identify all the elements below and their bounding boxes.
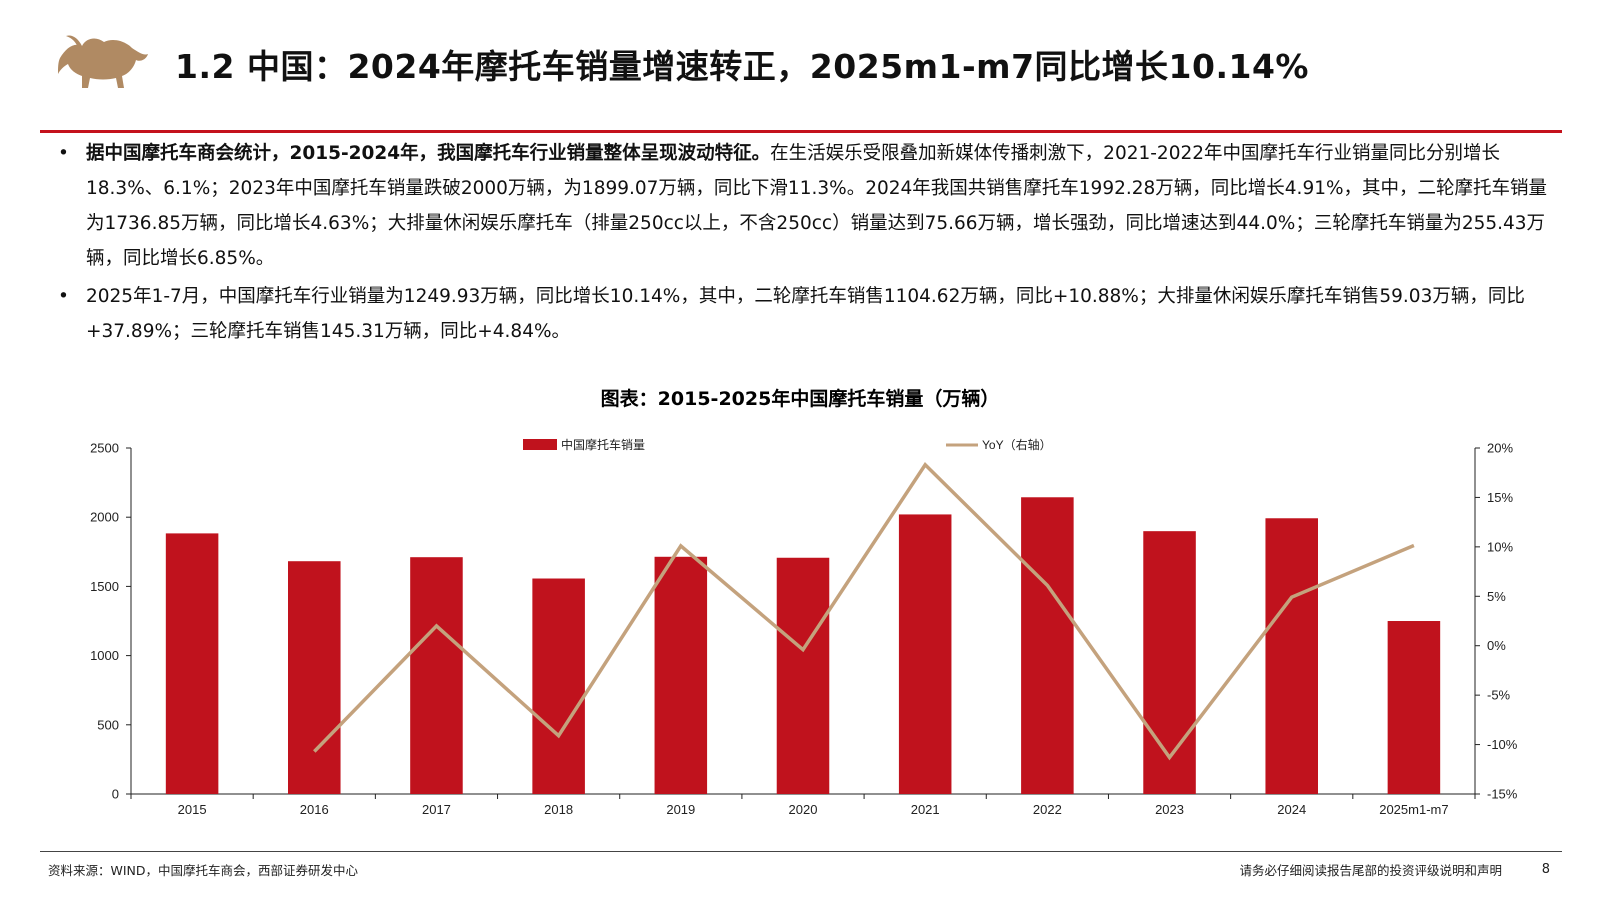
legend-label-line: YoY（右轴） (982, 437, 1052, 452)
bullet-dot: • (58, 143, 69, 164)
bar (532, 578, 585, 794)
legend-label-bar: 中国摩托车销量 (561, 437, 645, 452)
y-tick-label-right: -15% (1487, 787, 1518, 802)
bar (1021, 497, 1074, 794)
y-tick-label-left: 1500 (90, 579, 119, 594)
y-tick-label-left: 2000 (90, 510, 119, 525)
page-number: 8 (1541, 862, 1550, 877)
x-tick-label: 2023 (1155, 802, 1184, 817)
bar (898, 514, 952, 794)
yoy-line (313, 462, 1415, 761)
bar (410, 557, 463, 794)
x-tick-label: 2018 (544, 802, 573, 817)
bullet-text: 2025年1-7月，中国摩托车行业销量为1249.93万辆，同比增长10.14%… (86, 286, 1525, 342)
y-tick-label-right: -5% (1487, 688, 1511, 703)
chart-title: 图表：2015-2025年中国摩托车销量（万辆） (600, 388, 1000, 410)
y-tick-label-right: 10% (1487, 539, 1513, 554)
x-tick-label: 2020 (789, 802, 818, 817)
x-tick-label: 2022 (1033, 802, 1062, 817)
bar (1265, 518, 1318, 794)
bull-logo (58, 35, 148, 88)
y-tick-label-left: 1000 (90, 648, 119, 663)
x-tick-label: 2016 (300, 802, 329, 817)
y-tick-label-left: 500 (97, 717, 119, 732)
bullet-text: 在生活娱乐受限叠加新媒体传播刺激下，2021-2022年中国摩托车行业销量同比分… (86, 143, 1548, 269)
x-tick-label: 2019 (666, 802, 695, 817)
y-tick-label-left: 2500 (90, 441, 119, 456)
bar (1143, 531, 1196, 794)
y-tick-label-right: 20% (1487, 441, 1513, 456)
source-note: 资料来源：WIND，中国摩托车商会，西部证券研发中心 (48, 863, 359, 878)
bar (654, 556, 708, 794)
bar (288, 561, 341, 794)
x-tick-label: 2017 (422, 802, 451, 817)
bullet-dot: • (58, 286, 69, 307)
y-tick-label-right: 0% (1487, 638, 1506, 653)
bullet-bold-text: 据中国摩托车商会统计，2015-2024年，我国摩托车行业销量整体呈现波动特征。 (86, 143, 771, 164)
sales-chart: 0 500 1000 1500 2000 2500 -15% -10% -5% 0% 5% 10% 15… (90, 437, 1518, 817)
bullet-list: • 据中国摩托车商会统计，2015-2024年，我国摩托车行业销量整体呈现波动特… (58, 136, 1548, 349)
title-divider (40, 130, 1562, 133)
bar (165, 533, 219, 794)
footer-divider (40, 851, 1562, 852)
legend-swatch-bar (523, 439, 557, 450)
y-tick-label-right: 5% (1487, 589, 1506, 604)
x-tick-label: 2021 (911, 802, 940, 817)
x-tick-label: 2024 (1277, 802, 1306, 817)
y-tick-label-right: -10% (1487, 737, 1518, 752)
y-tick-label-left: 0 (112, 787, 119, 802)
bar (1387, 621, 1441, 794)
x-tick-label: 2015 (178, 802, 207, 817)
y-tick-label-right: 15% (1487, 490, 1513, 505)
bar (776, 557, 830, 794)
x-tick-label: 2025m1-m7 (1379, 802, 1448, 817)
disclaimer-note: 请务必仔细阅读报告尾部的投资评级说明和声明 (1239, 863, 1502, 878)
bullet-item-2: • 2025年1-7月，中国摩托车行业销量为1249.93万辆，同比增长10.1… (58, 279, 1548, 349)
bullet-item-1: • 据中国摩托车商会统计，2015-2024年，我国摩托车行业销量整体呈现波动特… (58, 136, 1548, 276)
page-title: 1.2 中国：2024年摩托车销量增速转正，2025m1-m7同比增长10.14… (175, 47, 1309, 86)
